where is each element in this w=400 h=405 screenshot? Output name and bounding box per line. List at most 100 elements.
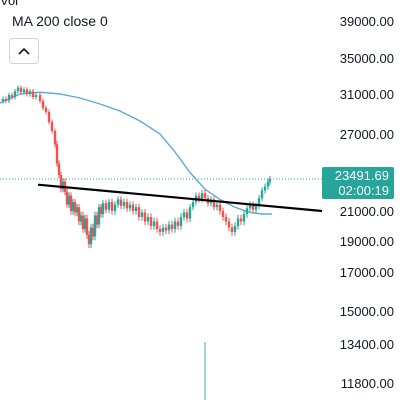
candle bbox=[266, 181, 270, 187]
candle bbox=[55, 144, 59, 164]
candle bbox=[50, 122, 54, 131]
candle bbox=[91, 227, 95, 237]
candle bbox=[19, 87, 23, 93]
y-axis-tick-label: 35000.00 bbox=[340, 51, 394, 66]
candle bbox=[131, 204, 135, 211]
candle bbox=[260, 190, 264, 199]
candle bbox=[116, 199, 120, 205]
y-axis-tick-label: 17000.00 bbox=[340, 265, 394, 280]
candle bbox=[110, 202, 114, 211]
candle bbox=[22, 89, 26, 93]
candle bbox=[28, 91, 32, 94]
candle bbox=[188, 207, 192, 219]
candle bbox=[137, 207, 141, 217]
candle bbox=[61, 181, 65, 190]
last-price-tag bbox=[322, 167, 394, 200]
candle bbox=[164, 227, 168, 231]
y-axis-tick-label: 19000.00 bbox=[340, 234, 394, 249]
candle bbox=[140, 212, 144, 217]
candle bbox=[13, 91, 17, 97]
candle bbox=[89, 227, 93, 245]
y-axis-tick-label: 13400.00 bbox=[340, 337, 394, 352]
candle bbox=[257, 198, 261, 206]
candle bbox=[85, 218, 89, 235]
candle bbox=[152, 221, 156, 226]
candle bbox=[173, 221, 177, 229]
candle bbox=[73, 202, 77, 213]
candle bbox=[200, 193, 204, 200]
candle bbox=[128, 204, 132, 209]
candle bbox=[4, 99, 8, 101]
candle bbox=[263, 186, 267, 191]
candle bbox=[57, 163, 61, 176]
candle bbox=[203, 193, 207, 199]
candle bbox=[97, 207, 101, 225]
y-axis-tick-label: 27000.00 bbox=[340, 127, 394, 142]
candle bbox=[149, 217, 153, 226]
candle bbox=[77, 207, 81, 222]
volume-indicator-label: Vol bbox=[0, 0, 19, 8]
candle bbox=[176, 221, 180, 226]
candle bbox=[245, 208, 249, 214]
candle bbox=[268, 179, 272, 182]
candle bbox=[83, 218, 87, 229]
candle bbox=[134, 207, 138, 211]
collapse-indicators-button[interactable] bbox=[9, 38, 39, 64]
candle bbox=[59, 175, 63, 190]
y-axis-tick-label: 21000.00 bbox=[340, 204, 394, 219]
bar-countdown: 02:00:19 bbox=[338, 183, 389, 198]
candle bbox=[104, 203, 108, 210]
candle bbox=[122, 202, 126, 206]
candle bbox=[146, 217, 150, 222]
candle bbox=[41, 101, 45, 108]
candle bbox=[227, 221, 231, 228]
candle bbox=[248, 204, 252, 209]
candle bbox=[31, 91, 35, 97]
candle bbox=[158, 229, 162, 232]
candle bbox=[254, 205, 258, 210]
candle bbox=[215, 204, 219, 208]
y-axis-tick-label: 39000.00 bbox=[340, 14, 394, 29]
candle bbox=[34, 95, 38, 97]
candle bbox=[236, 218, 240, 226]
candle bbox=[182, 212, 186, 217]
candle bbox=[221, 211, 225, 217]
candle bbox=[53, 131, 57, 145]
candle bbox=[79, 215, 83, 222]
candle bbox=[170, 224, 174, 229]
y-axis-tick-label: 31000.00 bbox=[340, 87, 394, 102]
candle bbox=[242, 214, 246, 222]
candle bbox=[143, 212, 147, 222]
candle bbox=[218, 204, 222, 211]
candle bbox=[47, 112, 51, 122]
candle bbox=[212, 199, 216, 208]
candle bbox=[75, 207, 79, 213]
candle bbox=[7, 95, 11, 101]
candle bbox=[179, 217, 183, 226]
ma-indicator-label: MA 200 close 0 bbox=[12, 13, 108, 29]
candle bbox=[224, 217, 228, 222]
chevron-up-icon bbox=[18, 47, 30, 55]
candle bbox=[107, 202, 111, 210]
candle bbox=[119, 199, 123, 206]
candle bbox=[87, 235, 91, 245]
candle bbox=[251, 204, 255, 210]
candle bbox=[44, 108, 48, 112]
candle bbox=[239, 218, 243, 222]
candle bbox=[161, 227, 165, 232]
candle bbox=[1, 99, 5, 101]
candle bbox=[10, 95, 14, 97]
ma-200-line bbox=[0, 91, 272, 215]
candle bbox=[95, 215, 99, 225]
candle bbox=[155, 221, 159, 229]
candle bbox=[99, 207, 103, 214]
candle bbox=[125, 202, 129, 209]
candle bbox=[65, 191, 69, 205]
trendline[interactable] bbox=[37, 183, 323, 213]
candle bbox=[71, 202, 75, 211]
candle bbox=[16, 87, 20, 92]
candle bbox=[93, 215, 97, 237]
candle bbox=[167, 224, 171, 231]
